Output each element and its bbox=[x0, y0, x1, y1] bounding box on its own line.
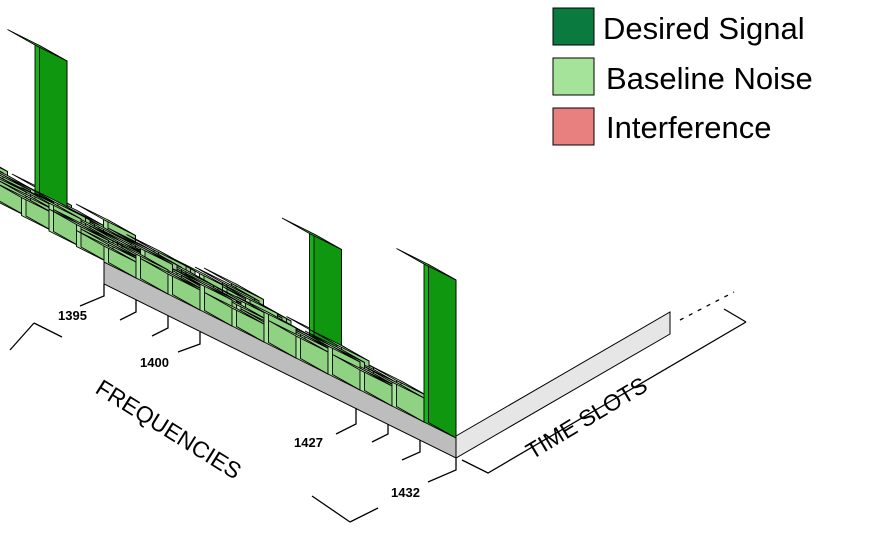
block-top-face bbox=[117, 233, 178, 266]
noise-block bbox=[300, 330, 361, 391]
freq-label-1427: 1427 bbox=[294, 435, 323, 450]
block-top-face bbox=[25, 185, 86, 218]
freq-label-1432: 1432 bbox=[391, 485, 420, 500]
block-top-face bbox=[281, 217, 342, 250]
block-top-face bbox=[268, 320, 329, 353]
block-top-face bbox=[75, 203, 136, 236]
block-top-face bbox=[194, 266, 255, 299]
block-top-face bbox=[0, 180, 59, 213]
noise-block bbox=[172, 268, 233, 327]
block-top-face bbox=[21, 187, 82, 220]
freq-tick-6 bbox=[401, 440, 421, 461]
frequency-bracket-top-end bbox=[33, 322, 63, 338]
block-top-face bbox=[332, 354, 393, 387]
block-top-face bbox=[176, 268, 237, 301]
noise-block bbox=[268, 320, 329, 375]
block-top-face bbox=[108, 238, 169, 271]
time-continuation-dots bbox=[679, 291, 735, 321]
block-top-face bbox=[76, 230, 137, 263]
freq-label-1400: 1400 bbox=[140, 355, 169, 370]
block-top-face bbox=[368, 364, 429, 397]
block-top-face bbox=[217, 281, 278, 314]
noise-block bbox=[76, 230, 137, 279]
signal-pillar bbox=[396, 248, 457, 439]
time-bracket-end bbox=[723, 308, 747, 323]
block-side-face bbox=[428, 263, 457, 439]
noise-block bbox=[140, 258, 201, 311]
block-top-face bbox=[204, 292, 265, 325]
legend-item-interference: Interference bbox=[552, 107, 771, 146]
noise-block bbox=[364, 366, 425, 423]
frequency-bracket-bottom-end bbox=[349, 507, 379, 523]
block-top-face bbox=[0, 172, 31, 191]
time-bracket bbox=[461, 321, 747, 474]
noise-block bbox=[48, 208, 109, 264]
legend-swatch-interference bbox=[552, 107, 595, 146]
block-top-face bbox=[89, 225, 150, 258]
noise-block bbox=[0, 184, 54, 233]
noise-block bbox=[204, 292, 265, 343]
block-top-face bbox=[300, 330, 361, 363]
frequencies-axis-title: FREQUENCIES bbox=[91, 374, 246, 484]
freq-tick-1400 bbox=[177, 332, 201, 353]
freq-tick-2 bbox=[119, 300, 137, 321]
block-grid bbox=[0, 29, 457, 439]
block-top-face bbox=[48, 208, 109, 241]
block-top-face bbox=[0, 184, 54, 214]
platform-right-face bbox=[455, 311, 671, 459]
noise-block bbox=[108, 238, 169, 295]
block-top-face bbox=[304, 330, 365, 363]
legend-item-desired-signal: Desired Signal bbox=[552, 7, 805, 46]
block-top-face bbox=[396, 248, 457, 281]
freq-tick-1432 bbox=[427, 458, 457, 483]
legend-label-interference: Interference bbox=[606, 110, 771, 145]
block-top-face bbox=[203, 267, 264, 300]
frequency-bracket-top bbox=[9, 322, 35, 351]
block-top-face bbox=[140, 258, 201, 291]
block-top-face bbox=[236, 296, 297, 329]
block-top-face bbox=[364, 366, 425, 399]
block-top-face bbox=[126, 234, 187, 267]
freq-tick-1427 bbox=[335, 408, 357, 435]
legend-label-desired-signal: Desired Signal bbox=[603, 11, 805, 46]
block-top-face bbox=[112, 232, 173, 265]
axis-guides bbox=[9, 284, 747, 523]
block-top-face bbox=[0, 176, 27, 193]
frequency-bracket-bottom bbox=[311, 495, 351, 523]
noise-block bbox=[332, 354, 393, 407]
legend-item-baseline-noise: Baseline Noise bbox=[552, 57, 813, 96]
freq-tick-1395 bbox=[79, 284, 105, 307]
legend-swatch-baseline-noise bbox=[552, 57, 595, 96]
block-top-face bbox=[309, 329, 370, 362]
freq-tick-3 bbox=[151, 316, 169, 337]
block-top-face bbox=[7, 29, 68, 62]
legend: Desired Signal Baseline Noise Interferen… bbox=[552, 7, 813, 146]
freq-tick-5 bbox=[371, 424, 389, 443]
block-top-face bbox=[80, 228, 141, 261]
legend-swatch-desired-signal bbox=[552, 7, 595, 46]
legend-label-baseline-noise: Baseline Noise bbox=[606, 61, 813, 96]
freq-label-1395: 1395 bbox=[58, 308, 87, 323]
block-top-face bbox=[53, 209, 114, 242]
block-top-face bbox=[172, 268, 233, 301]
block-top-face bbox=[0, 166, 8, 172]
time-slots-axis-title: TIME SLOTS bbox=[521, 372, 652, 465]
